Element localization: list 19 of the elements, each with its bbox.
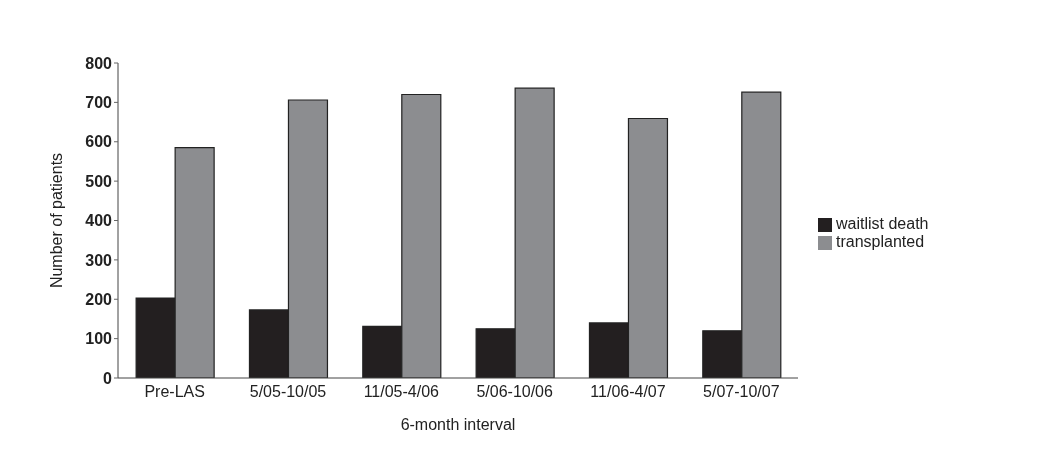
y-tick-label: 700 xyxy=(85,94,113,112)
x-tick-label: 11/06-4/07 xyxy=(590,383,666,401)
legend-label: waitlist death xyxy=(836,215,929,232)
y-tick-label: 500 xyxy=(85,172,113,190)
y-tick-label: 300 xyxy=(85,251,113,269)
x-tick-label: 5/07-10/07 xyxy=(703,383,780,401)
y-tick-label: 100 xyxy=(85,330,113,348)
y-tick-label: 600 xyxy=(85,133,113,151)
x-tick-label: 5/05-10/05 xyxy=(249,383,327,401)
y-tick-label: 800 xyxy=(85,54,113,72)
x-axis-title: 6-month interval xyxy=(400,416,516,433)
y-tick-label: 0 xyxy=(103,369,113,387)
y-tick-label: 400 xyxy=(85,212,113,230)
y-tick-label: 200 xyxy=(85,290,113,308)
legend-label: transplanted xyxy=(836,233,925,250)
x-tick-label: Pre-LAS xyxy=(144,383,205,401)
y-axis-title: Number of patients xyxy=(47,152,65,289)
x-tick-label: 5/06-10/06 xyxy=(476,383,554,401)
x-tick-label: 11/05-4/06 xyxy=(363,383,440,401)
